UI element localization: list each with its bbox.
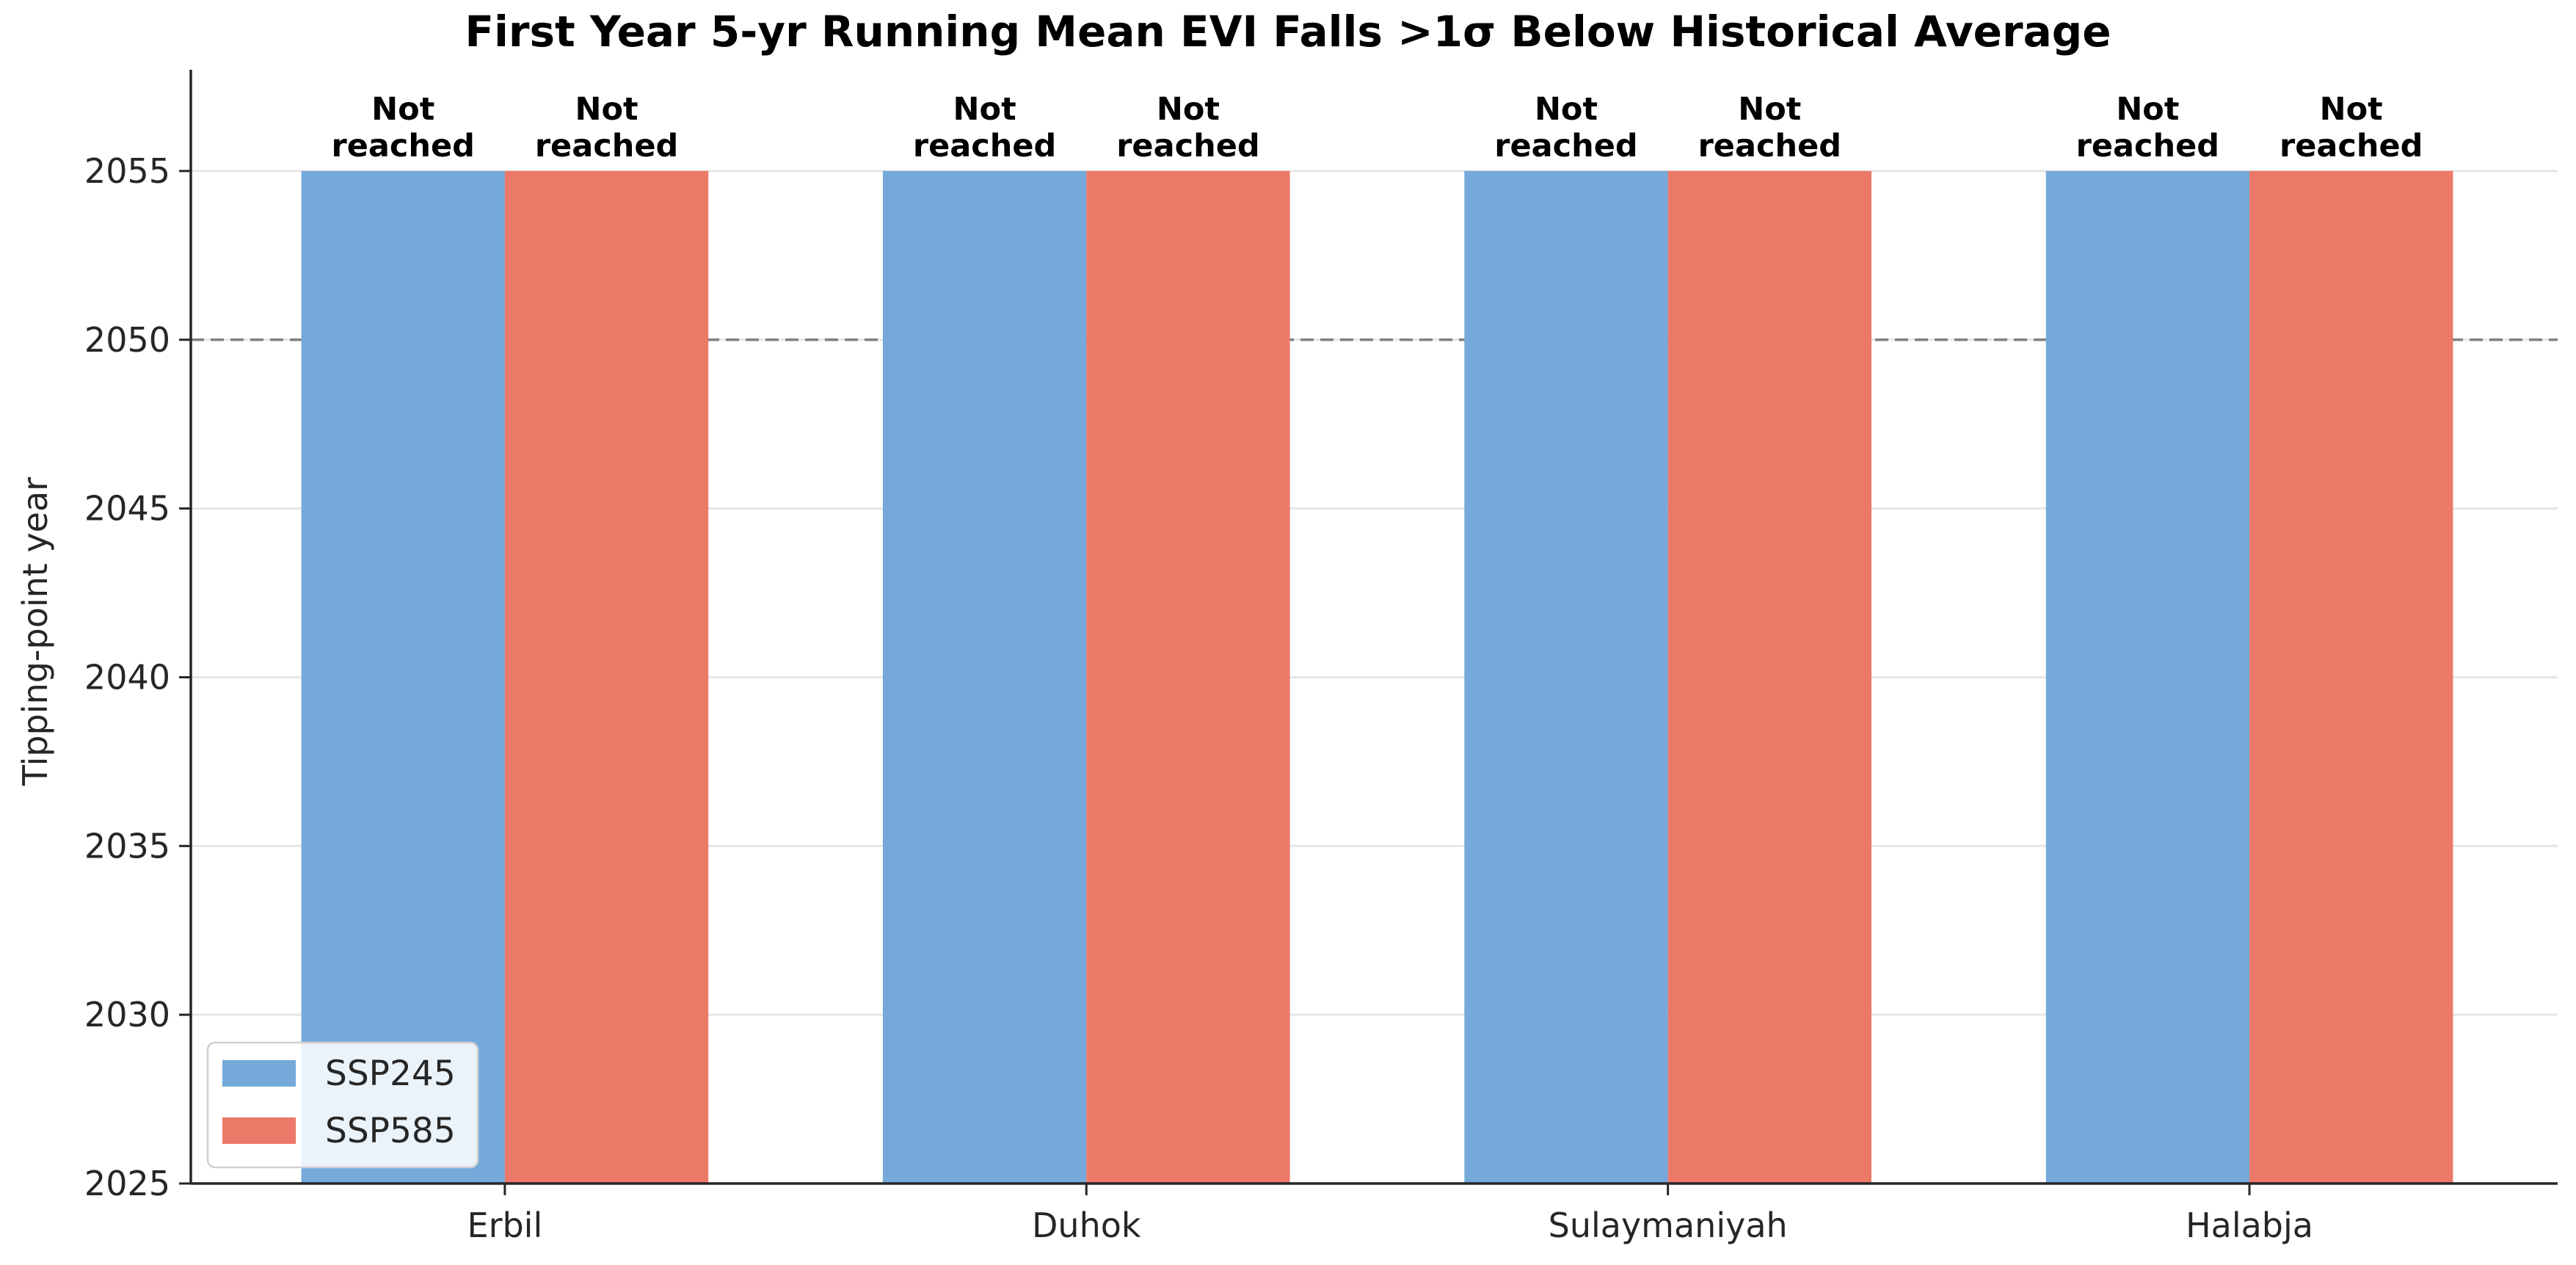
bar-value-label: Not reached [1494, 91, 1637, 164]
bar-value-label: Not reached [535, 91, 678, 164]
bars [301, 170, 2453, 1184]
bar-labels: Not reached Not reached Not reached Not reached… [332, 91, 2423, 164]
legend-swatch-ssp585 [222, 1117, 296, 1144]
bar-value-label: Not reached [332, 91, 475, 164]
chart-title: First Year 5-yr Running Mean EVI Falls >… [465, 7, 2111, 57]
y-tick-label: 2055 [84, 151, 170, 191]
y-tick-label: 2040 [84, 657, 170, 697]
bar-value-label: Not reached [913, 91, 1056, 164]
legend-label: SSP585 [325, 1111, 456, 1151]
axes [189, 70, 2558, 1185]
x-tick-label: Erbil [467, 1206, 543, 1245]
y-tick-label: 2035 [84, 826, 170, 866]
bar-ssp245-sulaymaniyah [1464, 170, 1668, 1184]
y-tick-label: 2050 [84, 320, 170, 360]
bar-value-label: Not reached [1698, 91, 1841, 164]
bar-ssp245-erbil [301, 170, 505, 1184]
y-axis-label: Tipping-point year [15, 477, 55, 786]
legend-swatch-ssp245 [222, 1060, 296, 1087]
bar-ssp585-erbil [504, 170, 709, 1184]
bar-ssp585-sulaymaniyah [1667, 170, 1871, 1184]
bar-value-label: Not reached [2076, 91, 2219, 164]
x-tick-label: Duhok [1032, 1206, 1141, 1245]
y-tick-label: 2030 [84, 995, 170, 1034]
x-tick-label: Halabja [2186, 1206, 2313, 1245]
y-tick-label: 2025 [84, 1164, 170, 1203]
legend: SSP245 SSP585 [206, 1041, 479, 1169]
bar-ssp585-duhok [1086, 170, 1290, 1184]
x-ticks: Erbil Duhok Sulaymaniyah Halabja [467, 1184, 2313, 1245]
y-tick-label: 2045 [84, 489, 170, 529]
legend-label: SSP245 [325, 1054, 456, 1094]
bar-ssp245-halabja [2045, 170, 2250, 1184]
y-ticks: 2025 2030 2035 2040 2045 2050 2055 [84, 151, 191, 1203]
bar-value-label: Not reached [1116, 91, 1259, 164]
bar-ssp585-halabja [2249, 170, 2453, 1184]
x-tick-label: Sulaymaniyah [1549, 1206, 1788, 1245]
bar-ssp245-duhok [882, 170, 1087, 1184]
bar-value-label: Not reached [2280, 91, 2423, 164]
